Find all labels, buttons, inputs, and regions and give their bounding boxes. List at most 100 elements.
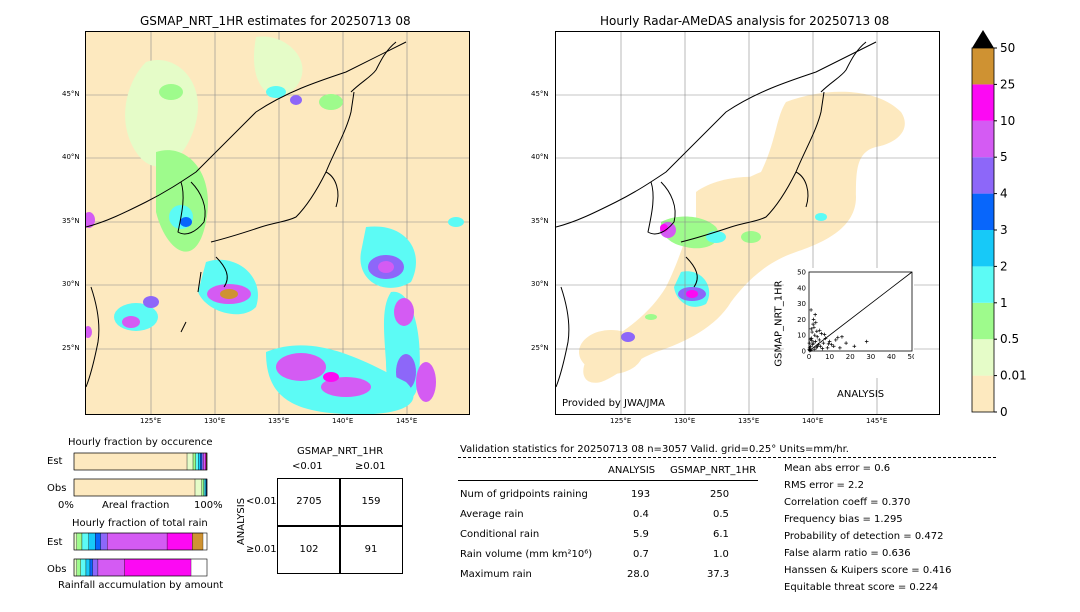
scatter-point	[852, 344, 857, 349]
colorbar-segment	[972, 339, 994, 376]
left-lon-label-130: 130°E	[204, 417, 226, 425]
colorbar-over-arrow	[972, 30, 994, 48]
stat-analysis-maximum: 28.0	[627, 569, 650, 580]
colorbar-tick-label: 10	[1000, 114, 1015, 128]
scatter-point	[836, 335, 840, 340]
colorbar-segment	[972, 193, 994, 230]
colorbar-tick-label: 0.5	[1000, 332, 1019, 346]
left-map-rain	[86, 36, 464, 414]
right-lon-label-135: 135°E	[738, 417, 760, 425]
stat-analysis-average: 0.4	[633, 509, 649, 520]
occurrence-segment	[186, 452, 194, 471]
scatter-point	[840, 334, 844, 339]
colorbar-tick-label: 50	[1000, 41, 1015, 55]
occurrence-segment	[200, 452, 203, 471]
colorbar-tick-label: 2	[1000, 259, 1008, 273]
totalrain-segment	[73, 558, 77, 577]
score-far: False alarm ratio = 0.636	[784, 548, 911, 559]
contingency-cell-00	[277, 478, 341, 527]
totalrain-segment	[92, 558, 99, 577]
occurrence-bar-outline	[73, 478, 208, 497]
scatter-ytick-label: 40	[797, 284, 806, 292]
colorbar-segment	[972, 48, 994, 85]
colorbar-tick-label: 0	[1000, 405, 1008, 419]
right-map: 00 10 10 20 20 30 30 40 40 50 50 Provided by JWA/J…	[555, 31, 940, 415]
stat-analysis-gridpoints: 193	[631, 489, 651, 500]
totalrain-chart	[73, 532, 208, 577]
occurrence-segment	[203, 452, 206, 471]
right-map-rain	[621, 213, 827, 342]
totalrain-segment	[73, 532, 77, 551]
totalrain-xlabel: Rainfall accumulation by amount	[58, 580, 224, 591]
scatter-ytick-label: 0	[802, 348, 806, 356]
scatter-point	[822, 332, 827, 337]
occurrence-cat-obs: Obs	[47, 483, 67, 494]
occurrence-segment	[73, 478, 196, 497]
contingency-row-lt: <0.01	[246, 496, 277, 507]
totalrain-segment	[80, 558, 87, 577]
scatter-ytick-label: 30	[797, 300, 806, 308]
contingency-cell-10	[277, 525, 341, 574]
scatter-point	[826, 342, 831, 346]
scatter-point	[831, 344, 836, 349]
score-correlation: Correlation coeff = 0.370	[784, 497, 911, 508]
validation-rule	[458, 480, 758, 481]
left-lon-label-125: 125°E	[140, 417, 162, 425]
validation-col-gsmap: GSMAP_NRT_1HR	[670, 465, 757, 476]
scatter-xlabel: ANALYSIS	[837, 389, 885, 400]
left-lat-label-30: 30°N	[62, 280, 80, 288]
scatter-point	[809, 327, 814, 331]
left-map-canvas	[86, 32, 469, 414]
occurrence-segment	[198, 452, 201, 471]
totalrain-segment	[107, 532, 168, 551]
stat-label-volume: Rain volume (mm km²10⁶)	[460, 549, 593, 560]
colorbar-tick-label: 1	[1000, 296, 1008, 310]
scatter-xtick-label: 10	[825, 353, 834, 361]
scatter-point	[808, 337, 813, 341]
scatter-diagonal	[808, 271, 913, 352]
stat-gsmap-average: 0.5	[713, 509, 729, 520]
scatter-point	[833, 338, 838, 342]
totalrain-cat-obs: Obs	[47, 564, 67, 575]
contingency-value-00: 2705	[296, 496, 322, 507]
scatter-xtick-label: 40	[887, 353, 896, 361]
scatter-point	[821, 341, 826, 345]
scatter-point	[810, 338, 814, 343]
validation-divider	[458, 457, 996, 458]
colorbar-tick-label: 5	[1000, 150, 1008, 164]
scatter-point	[811, 341, 815, 345]
colorbar-segment	[972, 84, 994, 121]
scatter-point	[817, 328, 822, 333]
right-lon-label-145: 145°E	[866, 417, 888, 425]
stat-gsmap-gridpoints: 250	[710, 489, 730, 500]
stat-gsmap-maximum: 37.3	[707, 569, 730, 580]
colorbar-segment	[972, 302, 994, 340]
left-map-coastline	[86, 41, 407, 388]
colorbar-segment	[972, 230, 994, 267]
left-lat-label-25: 25°N	[62, 344, 80, 352]
occurrence-segment	[192, 452, 196, 471]
left-map-title: GSMAP_NRT_1HR estimates for 20250713 08	[140, 14, 411, 28]
scatter-point	[815, 329, 819, 334]
occurrence-segment	[195, 452, 199, 471]
contingency-title: GSMAP_NRT_1HR	[297, 446, 384, 457]
totalrain-segment	[124, 558, 192, 577]
totalrain-segment	[76, 558, 81, 577]
scatter-point	[815, 344, 820, 349]
score-mae: Mean abs error = 0.6	[784, 463, 891, 474]
totalrain-title: Hourly fraction of total rain	[72, 518, 208, 529]
right-lon-label-140: 140°E	[802, 417, 824, 425]
scatter-point	[819, 331, 824, 336]
right-lat-label-30: 30°N	[531, 280, 549, 288]
scatter-point	[812, 333, 817, 337]
occurrence-segment	[194, 478, 202, 497]
totalrain-bar-outline	[73, 532, 208, 551]
scatter-point	[844, 341, 848, 345]
left-lon-label-140: 140°E	[332, 417, 354, 425]
score-frequency-bias: Frequency bias = 1.295	[784, 514, 903, 525]
colorbar-segment	[972, 157, 994, 194]
colorbar: 0 0.01 0.5 1 2 3 4 5 10 25 50	[970, 30, 1030, 420]
scatter-point	[827, 339, 832, 344]
stat-analysis-volume: 0.7	[633, 549, 649, 560]
colorbar-segment	[972, 120, 994, 158]
